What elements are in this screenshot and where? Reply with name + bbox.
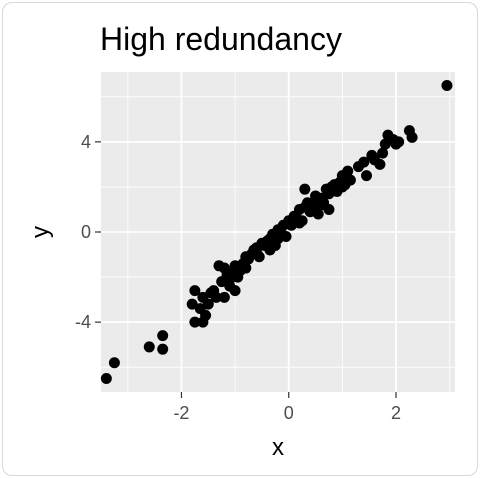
y-tick-label: -4 [75, 312, 91, 332]
data-point [143, 341, 155, 353]
y-tick-label: 4 [81, 132, 91, 152]
y-axis-label: y [27, 226, 54, 238]
data-point [240, 262, 252, 274]
data-point [336, 181, 348, 193]
data-point [361, 170, 372, 182]
data-point [406, 131, 418, 143]
data-point [251, 246, 263, 258]
data-point [200, 309, 212, 321]
data-point [358, 156, 370, 168]
data-point [100, 372, 112, 384]
data-point [157, 330, 169, 342]
data-point [189, 285, 201, 297]
data-point [229, 269, 241, 281]
data-point [312, 208, 324, 220]
axis-ticks [95, 141, 397, 398]
data-point [264, 244, 276, 256]
chart-title: High redundancy [100, 21, 342, 57]
x-tick-label: 2 [391, 403, 401, 423]
data-point [224, 280, 236, 292]
data-point [377, 147, 389, 159]
data-point [218, 291, 230, 303]
data-point [342, 165, 354, 177]
data-point [210, 291, 222, 303]
data-point [379, 138, 391, 150]
data-point [299, 183, 311, 195]
x-tick-label: -2 [173, 403, 189, 423]
data-point [186, 298, 198, 310]
data-point [108, 357, 120, 369]
x-axis-label: x [272, 434, 284, 461]
data-point [315, 199, 327, 211]
data-point [293, 217, 305, 229]
data-point [272, 233, 284, 245]
data-point [202, 298, 214, 310]
data-points [100, 80, 453, 384]
tick-labels: -2 0 2 -4 0 4 [75, 132, 401, 423]
y-tick-label: 0 [81, 222, 91, 242]
data-point [323, 203, 335, 215]
x-tick-label: 0 [284, 403, 294, 423]
data-point [393, 136, 405, 148]
data-point [441, 80, 453, 92]
data-point [157, 343, 169, 355]
data-point [189, 316, 201, 328]
data-point [374, 158, 386, 170]
data-point [344, 174, 356, 186]
